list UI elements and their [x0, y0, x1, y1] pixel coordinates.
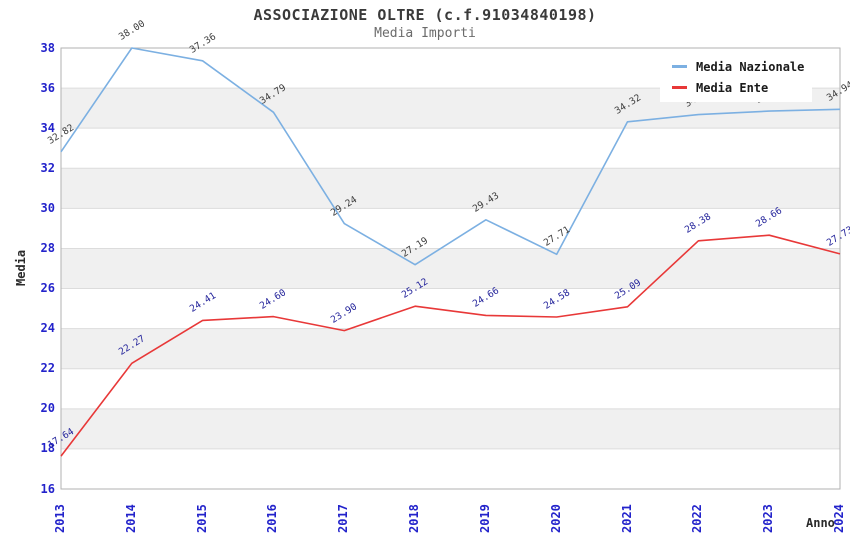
y-tick-label: 16: [40, 481, 55, 496]
x-tick-label: 2018: [407, 504, 422, 533]
y-tick-label: 24: [40, 321, 55, 336]
series-line-1: [60, 234, 841, 457]
chart-title: ASSOCIAZIONE OLTRE (c.f.91034840198): [253, 6, 597, 24]
x-tick-label: 2024: [832, 504, 846, 533]
legend-item-1: Media Ente: [672, 77, 812, 98]
chart-subtitle: Media Importi: [374, 26, 476, 41]
x-tick-label: 2021: [619, 504, 634, 533]
legend-line-swatch-icon: [672, 86, 687, 89]
x-tick-label: 2013: [53, 504, 67, 533]
x-tick-label: 2022: [690, 504, 705, 533]
y-tick-label: 32: [40, 160, 55, 175]
x-tick-label: 2020: [548, 504, 563, 533]
legend-item-0: Media Nazionale: [672, 56, 812, 77]
x-tick-label: 2014: [123, 504, 138, 533]
y-tick-label: 30: [40, 200, 55, 215]
series-line-0: [60, 47, 841, 266]
band-stripe: [61, 248, 840, 289]
x-tick-label: 2019: [477, 504, 492, 533]
y-tick-label: 38: [40, 40, 55, 55]
y-tick-label: 26: [40, 281, 55, 296]
y-tick-label: 20: [40, 401, 55, 416]
y-tick-label: 18: [40, 441, 55, 456]
band-stripe: [61, 168, 840, 209]
legend-line-swatch-icon: [672, 65, 687, 68]
x-tick-label: 2015: [194, 504, 209, 533]
x-axis-title: Anno: [806, 516, 835, 530]
x-tick-label: 2017: [336, 504, 351, 533]
band-stripe: [61, 328, 840, 369]
x-tick-label: 2023: [761, 504, 776, 533]
y-tick-label: 36: [40, 80, 55, 95]
legend: Media Nazionale Media Ente: [660, 50, 812, 102]
band-stripe: [61, 408, 840, 449]
legend-item-label: Media Nazionale: [696, 59, 805, 74]
plot-border: [60, 47, 841, 490]
y-tick-label: 28: [40, 240, 55, 255]
y-axis-title: Media: [14, 249, 28, 286]
y-tick-label: 34: [40, 120, 55, 135]
legend-item-label: Media Ente: [696, 80, 769, 95]
y-tick-label: 22: [40, 361, 55, 376]
x-tick-label: 2016: [265, 504, 280, 533]
